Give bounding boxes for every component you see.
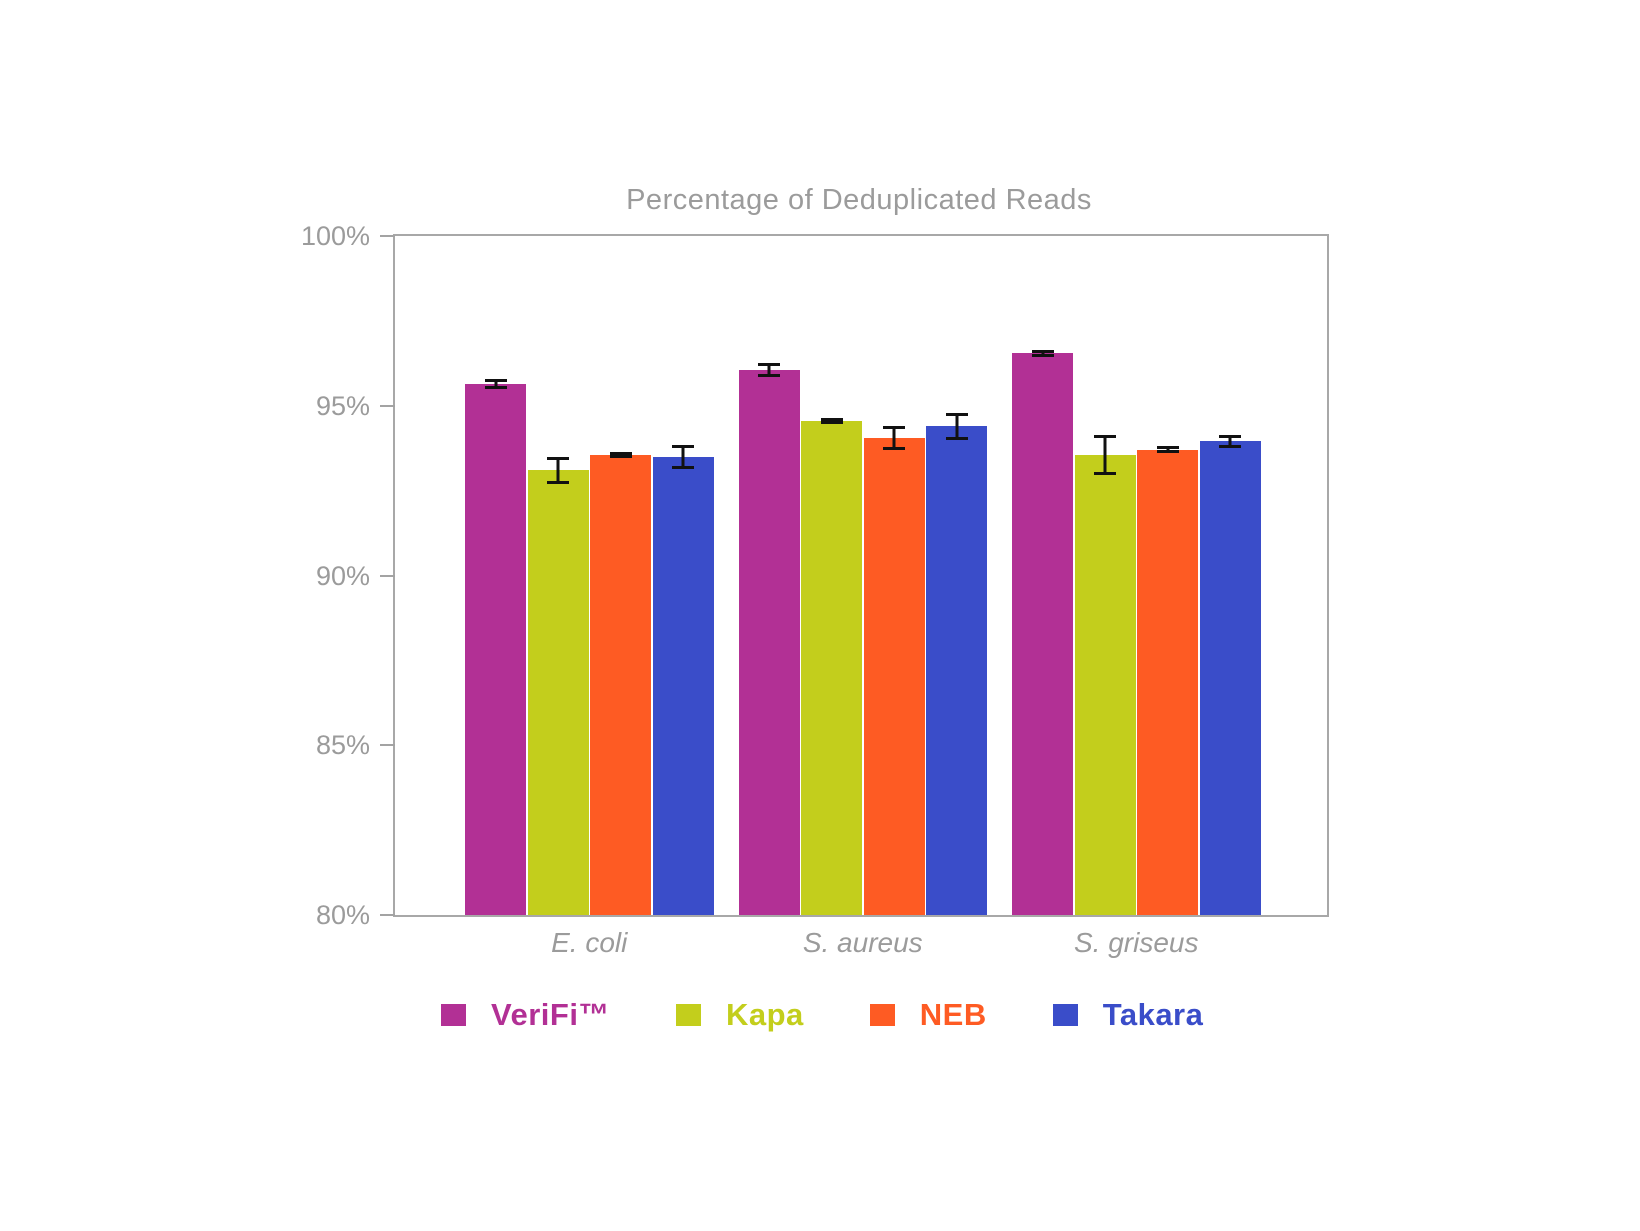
error-bar (609, 451, 632, 459)
error-bar (945, 412, 968, 440)
y-axis-tick (380, 914, 395, 916)
legend-item: NEB (869, 997, 987, 1033)
error-bar (672, 444, 694, 469)
error-bar (1031, 349, 1054, 357)
bar (1074, 454, 1136, 915)
legend-swatch (1052, 1004, 1078, 1026)
y-axis-tick (380, 404, 395, 407)
legend-label: Kapa (725, 997, 804, 1032)
legend-item: Takara (1052, 997, 1204, 1033)
bar (863, 438, 925, 915)
bar (652, 456, 714, 915)
chart-title: Percentage of Deduplicated Reads (626, 184, 1092, 216)
y-axis-tick (380, 574, 395, 577)
error-bar (758, 363, 780, 377)
error-bar (883, 426, 905, 450)
bar (926, 426, 987, 915)
legend-swatch (869, 1004, 895, 1026)
bar (590, 454, 651, 915)
bar (1199, 441, 1261, 915)
legend-item: VeriFi™ (441, 997, 610, 1033)
bar (738, 370, 800, 915)
x-axis-category-label: S. griseus (1074, 927, 1199, 958)
legend-swatch (675, 1004, 701, 1026)
error-bar (1219, 434, 1241, 449)
bar (1012, 353, 1073, 915)
legend-item: Kapa (675, 997, 804, 1033)
y-axis-tick-label: 85% (315, 730, 370, 761)
legend-label: NEB (919, 997, 987, 1032)
x-axis-category-label: E. coli (551, 927, 628, 958)
error-bar (1156, 446, 1179, 454)
y-axis-tick (380, 235, 395, 237)
y-axis-tick-label: 95% (315, 390, 370, 421)
legend-swatch (441, 1004, 466, 1026)
y-axis-tick (380, 744, 395, 747)
error-bar (1094, 434, 1116, 476)
legend-label: VeriFi™ (491, 997, 610, 1032)
y-axis-tick-label: 80% (315, 900, 370, 930)
y-axis-tick-label: 90% (315, 560, 370, 591)
bar (1137, 449, 1198, 915)
plot-area: 80% 85% 90% 95% 100% E. coli S. aureus S. grise… (301, 221, 1329, 958)
legend-label: Takara (1102, 997, 1204, 1032)
legend: VeriFi™ Kapa NEB Takara (441, 997, 1203, 1033)
y-axis-tick-label: 100% (300, 221, 370, 251)
error-bar (547, 456, 569, 484)
x-axis-category-label: S. aureus (802, 927, 923, 958)
bar (801, 421, 862, 915)
bar (527, 470, 589, 915)
error-bar (820, 417, 843, 425)
bar (465, 383, 526, 915)
error-bar (484, 378, 507, 389)
